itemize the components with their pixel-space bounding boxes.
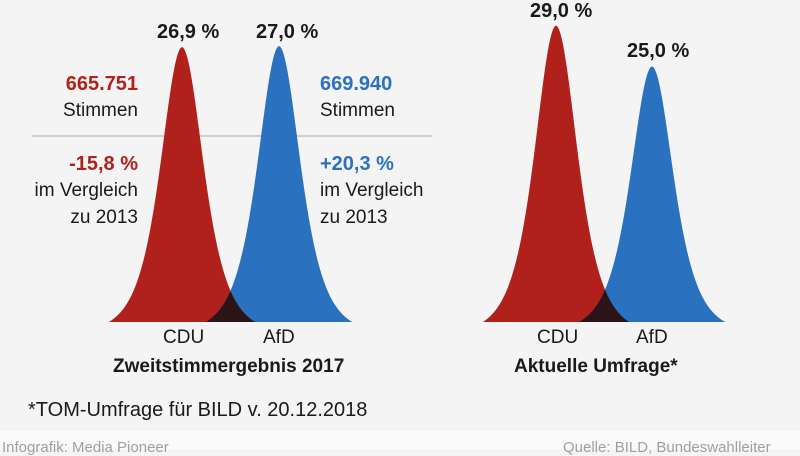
chart-title-2017: Zweitstimmergebnis 2017 [113, 356, 345, 377]
afd-votes: 669.940 [320, 73, 393, 95]
peak-afd-1 [577, 66, 727, 322]
cdu-change: -15,8 % [69, 153, 138, 175]
peak-overlap-1 [577, 289, 631, 322]
source: Quelle: BILD, Bundeswahlleiter [563, 439, 771, 456]
afd-change-label-2: zu 2013 [320, 207, 388, 228]
value-label-cdu-poll: 29,0 % [530, 0, 593, 22]
peak-cdu-0 [107, 47, 257, 322]
category-label-cdu-2017: CDU [163, 327, 205, 348]
afd-votes-label: Stimmen [320, 100, 395, 121]
afd-change-label-1: im Vergleich [320, 180, 424, 201]
cdu-votes-label: Stimmen [63, 100, 138, 121]
cdu-votes: 665.751 [65, 73, 138, 95]
category-label-afd-2017: AfD [263, 327, 295, 348]
cdu-change-label-2: zu 2013 [70, 207, 138, 228]
cdu-change-label-1: im Vergleich [34, 180, 139, 201]
value-label-afd-2017: 27,0 % [256, 21, 319, 43]
credit: Infografik: Media Pioneer [2, 439, 169, 456]
footnote: *TOM-Umfrage für BILD v. 20.12.2018 [28, 399, 368, 421]
peak-cdu-1 [481, 25, 631, 322]
afd-change: +20,3 % [320, 153, 394, 175]
footer-bar [0, 431, 800, 449]
category-label-afd-poll: AfD [636, 327, 668, 348]
peak-overlap-0 [204, 291, 257, 322]
category-label-cdu-poll: CDU [537, 327, 579, 348]
value-label-cdu-2017: 26,9 % [157, 21, 220, 43]
chart-title-poll: Aktuelle Umfrage* [514, 356, 678, 377]
value-label-afd-poll: 25,0 % [627, 40, 690, 62]
peak-afd-0 [204, 46, 354, 322]
